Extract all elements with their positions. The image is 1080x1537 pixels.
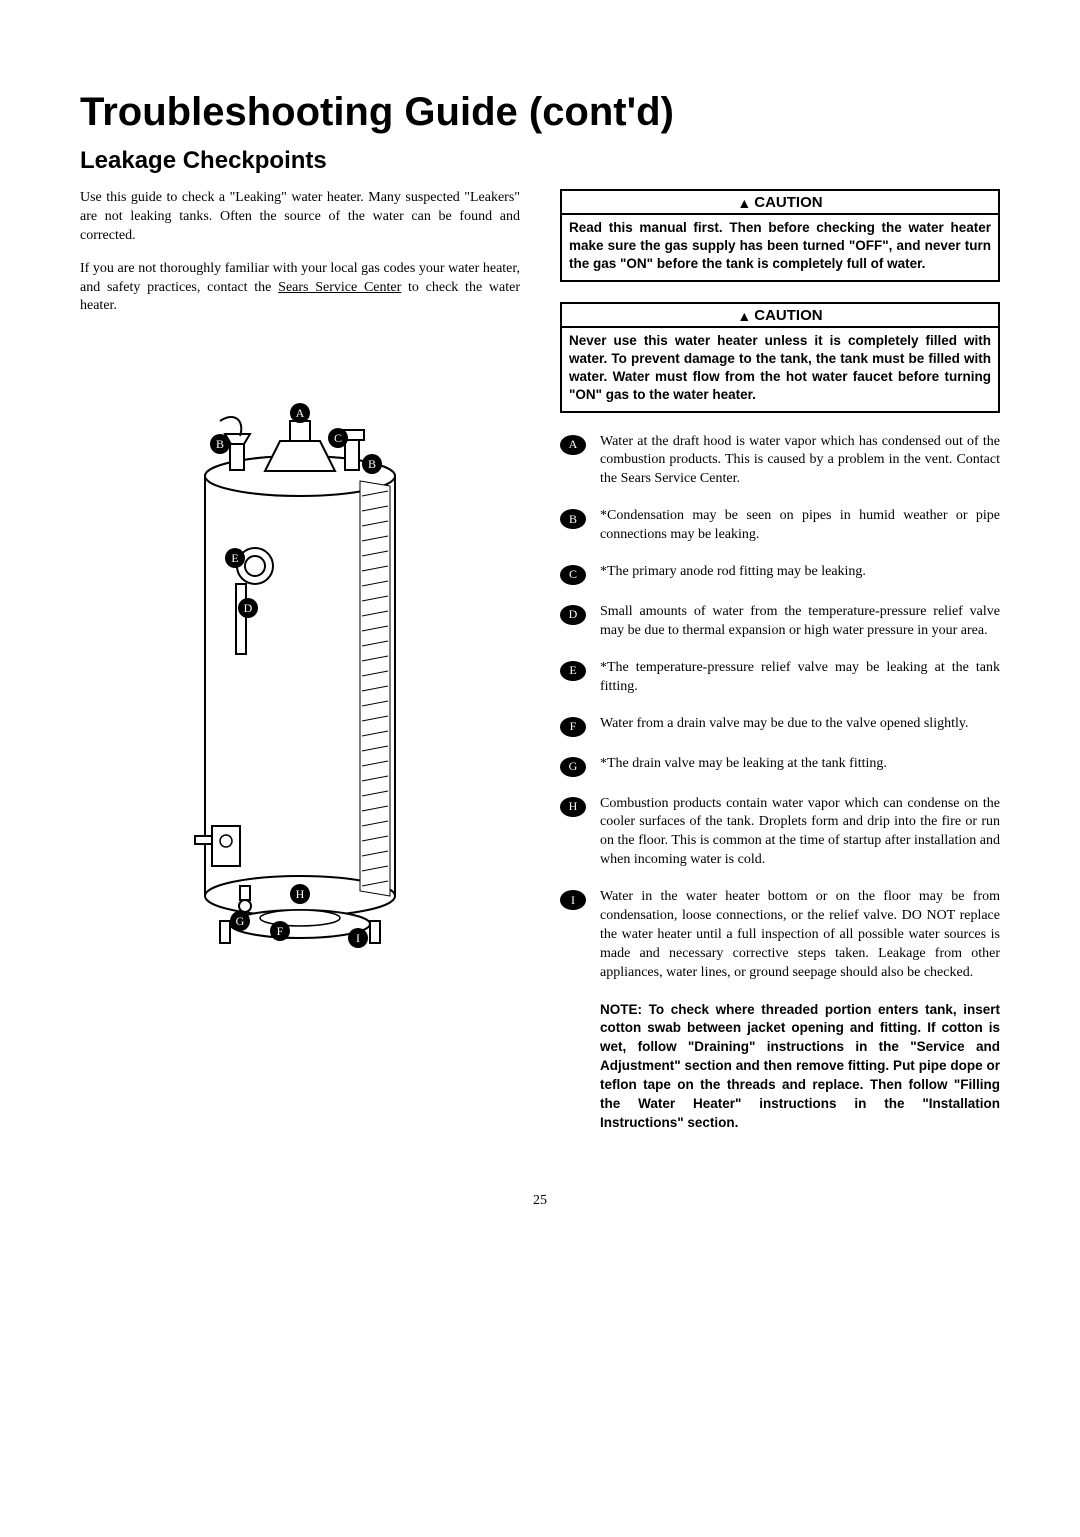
bullet-a: A: [560, 435, 586, 455]
bullet-i: I: [560, 890, 586, 910]
section-heading: Leakage Checkpoints: [80, 147, 1000, 175]
warning-icon: ▲: [737, 195, 751, 211]
bullet-h: H: [560, 797, 586, 817]
checkpoint-f: F Water from a drain valve may be due to…: [560, 715, 1000, 737]
checkpoint-g: G *The drain valve may be leaking at the…: [560, 755, 1000, 777]
caution-label-1: CAUTION: [754, 194, 822, 211]
caution-header-1: ▲CAUTION: [562, 191, 998, 215]
svg-text:B: B: [368, 457, 376, 471]
bullet-f: F: [560, 717, 586, 737]
text-h: Combustion products contain water vapor …: [600, 795, 1000, 871]
svg-text:H: H: [296, 887, 305, 901]
svg-text:B: B: [216, 437, 224, 451]
note-paragraph: NOTE: To check where threaded portion en…: [600, 1001, 1000, 1133]
checkpoint-e: E *The temperature-pressure relief valve…: [560, 659, 1000, 697]
water-heater-diagram: A B B C E D F G H I: [80, 366, 520, 991]
caution-label-2: CAUTION: [754, 307, 822, 324]
svg-text:I: I: [356, 931, 360, 945]
heater-svg: A B B C E D F G H I: [140, 366, 460, 986]
text-e: *The temperature-pressure relief valve m…: [600, 659, 1000, 697]
intro-paragraph-2: If you are not thoroughly familiar with …: [80, 260, 520, 317]
caution-header-2: ▲CAUTION: [562, 304, 998, 328]
left-column: Use this guide to check a "Leaking" wate…: [80, 189, 520, 1133]
checkpoint-d: D Small amounts of water from the temper…: [560, 603, 1000, 641]
svg-text:E: E: [231, 551, 238, 565]
sears-link-text: Sears Service Center: [278, 280, 401, 295]
text-b: *Condensation may be seen on pipes in hu…: [600, 507, 1000, 545]
svg-text:A: A: [296, 406, 305, 420]
checkpoint-h: H Combustion products contain water vapo…: [560, 795, 1000, 871]
svg-text:C: C: [334, 431, 342, 445]
checkpoint-list: A Water at the draft hood is water vapor…: [560, 433, 1000, 1133]
bullet-g: G: [560, 757, 586, 777]
svg-text:D: D: [244, 601, 253, 615]
bullet-e: E: [560, 661, 586, 681]
text-g: *The drain valve may be leaking at the t…: [600, 755, 1000, 774]
caution-body-1: Read this manual first. Then before chec…: [562, 215, 998, 280]
checkpoint-c: C *The primary anode rod fitting may be …: [560, 563, 1000, 585]
svg-text:G: G: [236, 914, 245, 928]
text-i: Water in the water heater bottom or on t…: [600, 888, 1000, 982]
text-c: *The primary anode rod fitting may be le…: [600, 563, 1000, 582]
svg-text:F: F: [277, 924, 284, 938]
intro-paragraph-1: Use this guide to check a "Leaking" wate…: [80, 189, 520, 246]
page-number: 25: [80, 1193, 1000, 1209]
page-title: Troubleshooting Guide (cont'd): [80, 90, 1000, 135]
warning-icon: ▲: [737, 308, 751, 324]
checkpoint-i: I Water in the water heater bottom or on…: [560, 888, 1000, 982]
right-column: ▲CAUTION Read this manual first. Then be…: [560, 189, 1000, 1133]
two-column-layout: Use this guide to check a "Leaking" wate…: [80, 189, 1000, 1133]
text-d: Small amounts of water from the temperat…: [600, 603, 1000, 641]
text-a: Water at the draft hood is water vapor w…: [600, 433, 1000, 490]
caution-box-1: ▲CAUTION Read this manual first. Then be…: [560, 189, 1000, 282]
caution-box-2: ▲CAUTION Never use this water heater unl…: [560, 302, 1000, 413]
checkpoint-b: B *Condensation may be seen on pipes in …: [560, 507, 1000, 545]
bullet-c: C: [560, 565, 586, 585]
checkpoint-a: A Water at the draft hood is water vapor…: [560, 433, 1000, 490]
bullet-b: B: [560, 509, 586, 529]
caution-body-2: Never use this water heater unless it is…: [562, 328, 998, 411]
text-f: Water from a drain valve may be due to t…: [600, 715, 1000, 734]
bullet-d: D: [560, 605, 586, 625]
